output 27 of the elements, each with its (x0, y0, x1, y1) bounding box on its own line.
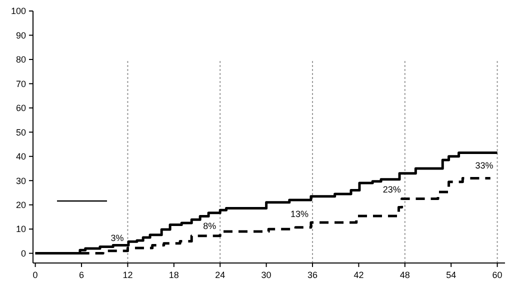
y-tick-label: 30 (16, 176, 26, 186)
x-tick-label: 12 (122, 270, 133, 280)
x-tick-label: 30 (261, 270, 272, 280)
y-tick-label: 100 (10, 6, 26, 16)
annotation: 3% (110, 233, 124, 244)
x-tick-label: 36 (307, 270, 318, 280)
y-tick-label: 90 (16, 30, 26, 40)
y-tick-label: 40 (16, 152, 26, 162)
x-tick-label: 0 (32, 270, 38, 280)
y-tick-label: 50 (16, 127, 26, 138)
y-tick-label: 80 (16, 54, 26, 65)
y-tick-label: 0 (20, 248, 26, 258)
y-tick-label: 70 (16, 78, 26, 89)
annotation: 33% (475, 160, 494, 170)
x-tick-label: 60 (492, 270, 502, 280)
x-tick-label: 18 (168, 270, 179, 280)
annotation: 23% (382, 184, 401, 195)
x-tick-label: 42 (354, 270, 364, 280)
y-tick-label: 10 (16, 224, 26, 234)
x-tick-label: 6 (79, 270, 84, 280)
x-tick-label: 54 (446, 270, 456, 280)
x-tick-label: 48 (400, 270, 410, 280)
x-tick-label: 24 (215, 270, 226, 280)
y-tick-label: 60 (16, 103, 26, 114)
annotation: 8% (203, 220, 216, 231)
y-tick-label: 20 (16, 200, 26, 210)
annotation: 13% (290, 208, 309, 219)
